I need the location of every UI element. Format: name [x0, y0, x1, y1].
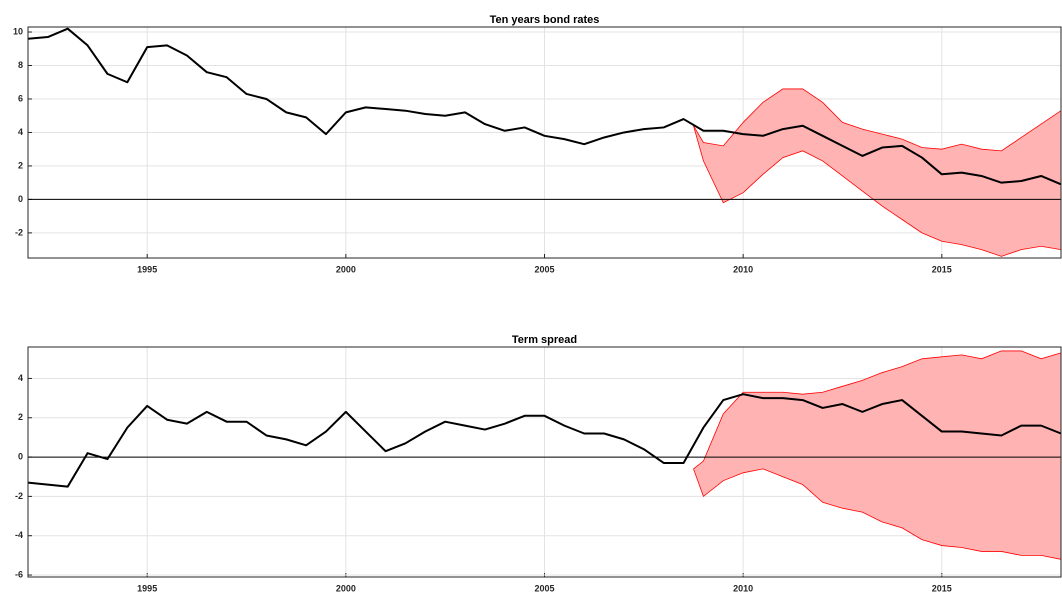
y-tick-label: 0: [18, 451, 23, 461]
y-tick-label: -4: [15, 530, 23, 540]
line: [27, 393, 1062, 488]
y-tick-label: -2: [15, 227, 23, 237]
x-tick-label: 2010: [733, 264, 753, 274]
y-tick-label: 2: [18, 160, 23, 170]
x-tick-label: 2015: [932, 583, 952, 593]
band-upper: [693, 350, 1062, 470]
y-tick-label: 0: [18, 194, 23, 204]
y-tick-label: 6: [18, 93, 23, 103]
x-tick-label: 1995: [137, 264, 157, 274]
confidence-band: [693, 350, 1061, 560]
band-upper: [693, 88, 1062, 152]
x-tick-label: 2000: [336, 583, 356, 593]
x-tick-label: 2000: [336, 264, 356, 274]
y-tick-label: 10: [13, 26, 23, 36]
chart-title: Ten years bond rates: [490, 14, 600, 26]
x-tick-label: 2015: [932, 264, 952, 274]
y-tick-label: 2: [18, 412, 23, 422]
x-tick-label: 2010: [733, 583, 753, 593]
y-tick-label: -6: [15, 569, 23, 579]
x-tick-label: 1995: [137, 583, 157, 593]
x-tick-label: 2005: [534, 264, 554, 274]
y-tick-label: 4: [18, 373, 23, 383]
chart-title: Term spread: [512, 334, 577, 346]
confidence-band: [693, 88, 1061, 257]
band-lower: [693, 468, 1062, 560]
y-tick-label: -2: [15, 491, 23, 501]
plot-frame: [27, 26, 1062, 259]
y-tick-label: 8: [18, 60, 23, 70]
plot-frame: [27, 346, 1062, 578]
x-tick-label: 2005: [534, 583, 554, 593]
band-lower: [693, 125, 1062, 257]
y-tick-label: 4: [18, 127, 23, 137]
line: [27, 27, 1062, 186]
